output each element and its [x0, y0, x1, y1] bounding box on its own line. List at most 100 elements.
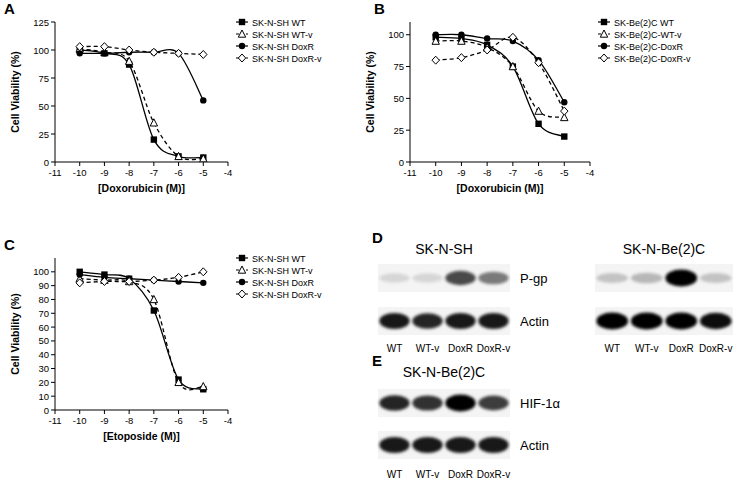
lane-label: DoxR	[448, 469, 473, 480]
marker	[150, 119, 157, 126]
x-tick	[129, 162, 130, 166]
band	[665, 313, 697, 330]
band	[631, 273, 663, 284]
x-tick-label: -10	[73, 167, 87, 178]
marker	[458, 32, 464, 38]
lane-label: DoxR-v	[477, 343, 510, 354]
plot-area	[76, 43, 207, 162]
band	[665, 270, 697, 287]
x-tick-label: -11	[48, 167, 61, 178]
marker	[151, 49, 157, 55]
legend-marker	[238, 54, 245, 62]
x-tick-label: -5	[199, 415, 207, 426]
y-tick-label: 100	[33, 266, 49, 277]
legend-marker	[239, 19, 245, 25]
legend-marker	[239, 43, 245, 49]
marker	[509, 33, 516, 41]
marker	[125, 57, 132, 64]
row-label: Actin	[520, 438, 549, 453]
panel-label: A	[4, 0, 15, 17]
y-tick-label: 50	[38, 101, 49, 112]
band	[379, 273, 409, 282]
panel: C0102030405060708090100-11-10-9-8-7-6-5-…	[4, 236, 322, 442]
series-line	[436, 37, 565, 136]
legend-marker	[238, 30, 245, 37]
blot-membrane	[378, 389, 510, 417]
legend-label: SK-Be(2)C-DoxR	[614, 42, 684, 52]
x-tick	[79, 410, 80, 414]
y-tick	[51, 313, 55, 314]
y-tick	[51, 354, 55, 355]
y-tick	[51, 368, 55, 369]
lane-label: WT	[387, 469, 403, 480]
legend-label: SK-Be(2)C WT	[614, 18, 675, 28]
y-tick	[51, 327, 55, 328]
lane-label: WT-v	[416, 343, 439, 354]
x-axis-label: [Doxorubicin (M)]	[457, 182, 544, 194]
x-tick-label: -6	[174, 415, 182, 426]
band	[412, 313, 442, 329]
lane-label: WT-v	[416, 469, 439, 480]
y-tick	[51, 396, 55, 397]
band	[379, 395, 409, 411]
x-tick	[228, 410, 229, 414]
x-tick-label: -8	[125, 167, 133, 178]
series-line	[80, 272, 204, 283]
marker	[101, 43, 108, 51]
legend-label: SK-N-SH WT-v	[252, 266, 313, 276]
series-line	[80, 50, 204, 101]
legend: SK-Be(2)C WT SK-Be(2)C-WT-v SK-Be(2)C-DoxR…	[598, 18, 691, 64]
marker	[151, 307, 157, 313]
band	[445, 395, 475, 412]
marker	[432, 56, 439, 64]
row-label: HIF-1α	[520, 396, 561, 411]
band	[596, 273, 628, 283]
plot-area	[432, 32, 568, 140]
x-tick	[79, 162, 80, 166]
marker	[200, 97, 206, 103]
x-tick-label: -9	[100, 167, 108, 178]
x-tick-label: -5	[560, 167, 568, 178]
lane-label: WT	[604, 343, 620, 354]
marker	[561, 133, 567, 139]
x-tick	[129, 410, 130, 414]
band	[445, 313, 475, 329]
y-tick	[51, 22, 55, 23]
row-label: Actin	[520, 314, 549, 329]
legend-marker	[600, 54, 607, 62]
x-tick-label: -9	[100, 415, 108, 426]
legend-label: SK-N-SH DoxR	[252, 278, 315, 288]
x-tick	[178, 410, 179, 414]
band	[596, 313, 628, 330]
marker	[561, 99, 567, 105]
marker	[200, 268, 207, 276]
band	[412, 395, 442, 410]
band	[700, 313, 732, 329]
x-tick-label: -7	[150, 415, 158, 426]
marker	[175, 50, 181, 56]
y-tick-label: 20	[38, 377, 49, 388]
series-line	[80, 49, 204, 160]
y-tick	[51, 299, 55, 300]
y-tick-label: 100	[33, 45, 49, 56]
x-tick	[538, 162, 539, 166]
marker	[125, 277, 132, 285]
marker	[458, 54, 465, 62]
series-line	[436, 34, 565, 102]
blot-title: SK-N-SH	[415, 241, 473, 257]
marker	[125, 46, 132, 54]
legend-label: SK-Be(2)C-WT-v	[614, 30, 682, 40]
x-tick	[410, 162, 411, 166]
y-axis	[55, 22, 56, 162]
y-tick	[406, 34, 410, 35]
band	[379, 313, 409, 329]
x-tick-label: -5	[199, 167, 207, 178]
x-tick-label: -11	[48, 415, 61, 426]
blot-membrane	[595, 307, 733, 335]
x-axis	[410, 162, 590, 163]
y-tick-label: 70	[38, 308, 49, 319]
marker	[200, 280, 206, 286]
x-tick	[55, 410, 56, 414]
x-tick-label: -7	[509, 167, 517, 178]
x-tick-label: -10	[73, 415, 87, 426]
